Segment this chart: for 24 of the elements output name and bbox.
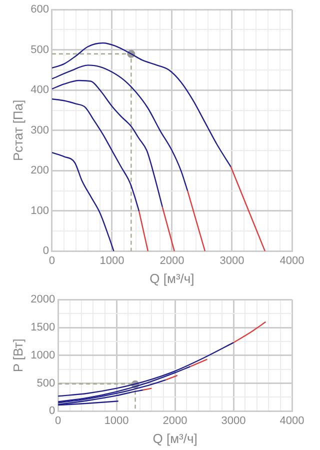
- x-tick-label: 4000: [280, 414, 304, 427]
- y-tick-label: 500: [30, 44, 49, 56]
- x-tick-label: 1000: [100, 254, 124, 267]
- x-tick-label: 4000: [280, 254, 304, 267]
- y-tick-label: 1000: [30, 349, 56, 362]
- y-axis-title: Pстат [Па]: [10, 100, 26, 162]
- x-tick-label: 1000: [104, 414, 129, 427]
- y-tick-label: 0: [48, 405, 56, 418]
- y-tick-label: 400: [30, 84, 49, 96]
- y-axis-title: P [Вт]: [10, 338, 26, 372]
- x-tick-label: 3000: [220, 254, 244, 267]
- y-tick-label: 100: [30, 204, 49, 217]
- y-tick-label: 300: [30, 124, 49, 136]
- y-tick-label: 1500: [30, 322, 56, 334]
- y-tick-label: 2000: [30, 294, 56, 306]
- x-axis-title: Q [м³/ч]: [152, 430, 198, 446]
- x-tick-label: 3000: [221, 414, 246, 427]
- x-tick-label: 2000: [162, 414, 188, 427]
- y-tick-label: 600: [30, 4, 49, 16]
- x-tick-label: 2000: [160, 254, 184, 267]
- y-tick-label: 0: [42, 245, 49, 258]
- x-axis-title: Q [м³/ч]: [150, 270, 194, 286]
- y-tick-label: 500: [36, 377, 56, 390]
- y-tick-label: 200: [30, 164, 49, 177]
